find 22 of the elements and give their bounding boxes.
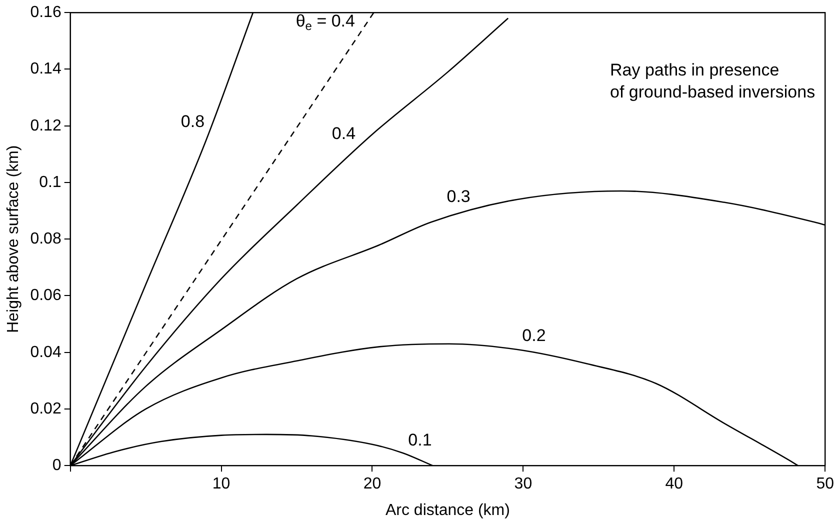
y-tick-label: 0.14 — [30, 60, 62, 78]
y-tick-label: 0.12 — [30, 117, 62, 134]
y-tick-label: 0.1 — [39, 174, 62, 191]
annotation: 0.2 — [522, 326, 546, 346]
x-tick-label: 10 — [212, 476, 230, 493]
y-tick-label: 0 — [52, 457, 62, 474]
annotation: 0.8 — [180, 112, 205, 131]
y-axis-title: Height above surface (km) — [5, 145, 22, 333]
x-tick-label: 40 — [665, 476, 684, 493]
x-tick-label: 30 — [514, 476, 532, 493]
annotation: Ray paths in presence of ground-based inversions — [610, 60, 816, 102]
y-tick-label: 0.16 — [30, 4, 62, 22]
annotation: 0.4 — [332, 124, 356, 143]
annotation: 0.3 — [446, 187, 470, 206]
x-axis-title: Arc distance (km) — [385, 502, 510, 519]
annotation: 0.1 — [408, 430, 432, 450]
x-tick-label: 50 — [816, 476, 834, 493]
x-tick-label: 20 — [363, 476, 382, 493]
y-tick-label: 0.04 — [30, 344, 62, 361]
y-tick-label: 0.06 — [30, 287, 62, 304]
y-tick-label: 0.02 — [30, 400, 62, 418]
y-tick-label: 0.08 — [30, 230, 62, 248]
